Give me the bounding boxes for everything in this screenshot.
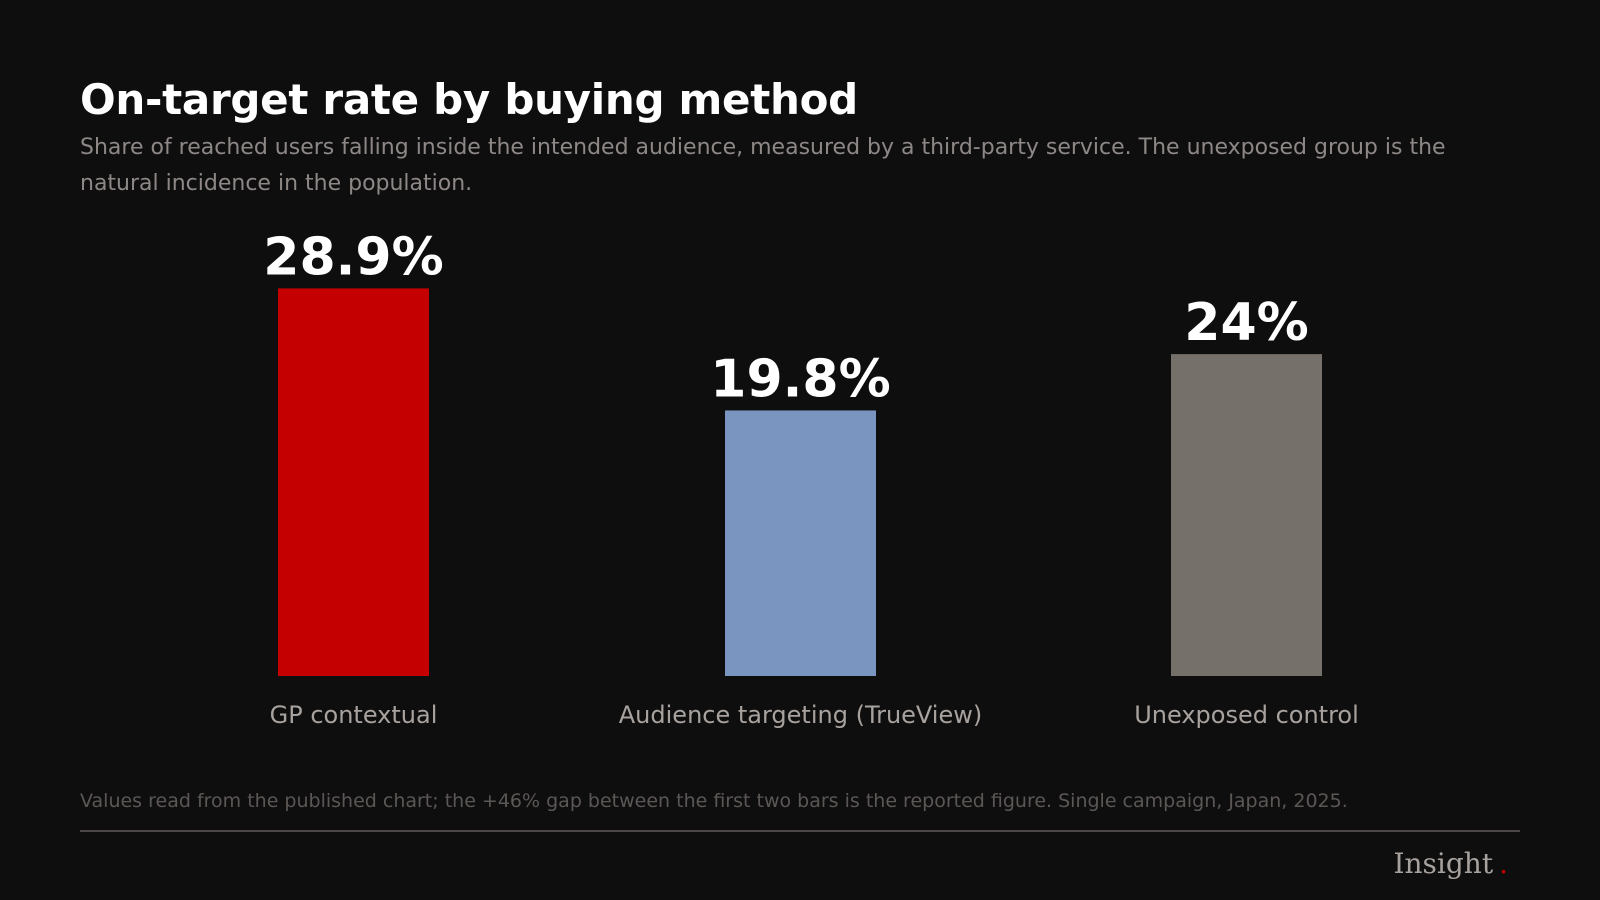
brand-logo: Insight. xyxy=(1393,846,1508,882)
bar-audience-targeting-trueview xyxy=(725,410,876,676)
chart-title: On-target rate by buying method xyxy=(80,75,858,124)
brand-dot: . xyxy=(1499,847,1508,880)
brand-name: Insight xyxy=(1393,847,1494,880)
chart-subtitle: Share of reached users falling inside th… xyxy=(80,135,1446,196)
category-label-gp-contextual: GP contextual xyxy=(270,701,438,729)
bar-gp-contextual xyxy=(278,288,429,676)
category-label-unexposed-control: Unexposed control xyxy=(1134,701,1359,729)
value-label-gp-contextual: 28.9% xyxy=(263,227,443,287)
bar-unexposed-control xyxy=(1171,354,1322,676)
category-label-audience-targeting-trueview: Audience targeting (TrueView) xyxy=(619,701,982,729)
value-label-audience-targeting-trueview: 19.8% xyxy=(710,349,890,409)
footnote: Values read from the published chart; th… xyxy=(80,790,1348,812)
footer-divider xyxy=(80,830,1520,832)
value-label-unexposed-control: 24% xyxy=(1184,293,1308,353)
